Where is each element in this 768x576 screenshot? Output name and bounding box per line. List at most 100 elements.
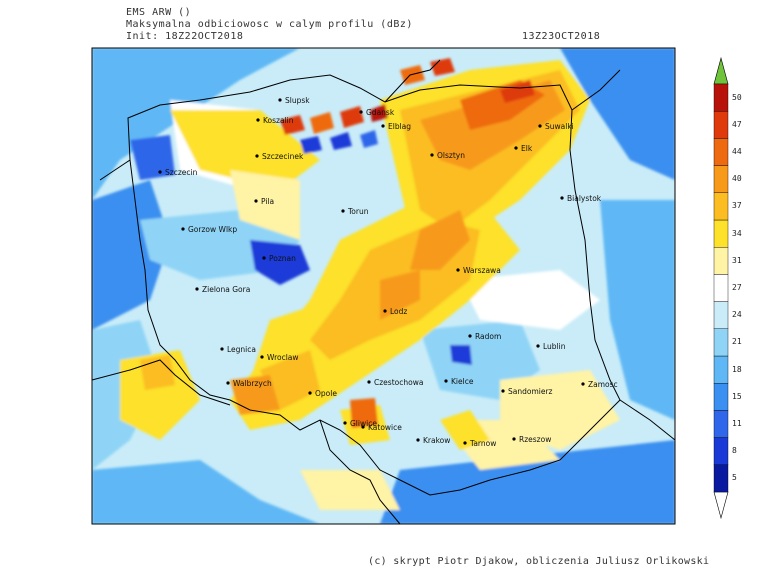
city-label: Wroclaw [267,353,299,362]
colorbar-segment [713,355,729,384]
city-dot [501,389,505,393]
city-dot [278,98,282,102]
city-label: Szczecin [165,168,198,177]
init-time: Init: 18Z22OCT2018 [126,31,244,42]
city-dot [444,379,448,383]
colorbar [713,56,729,520]
colorbar-segment [713,437,729,466]
colorbar-segment [713,110,729,139]
czech-border-west [91,359,231,406]
colorbar-tick-label: 8 [732,446,737,456]
colorbar-tick-label: 31 [732,255,742,265]
colorbar-tick-label: 34 [732,228,742,238]
city-label: Legnica [227,345,256,354]
colorbar-top-triangle [713,56,729,85]
colorbar-segment [713,83,729,112]
city-dot [220,347,224,351]
colorbar-segment [713,219,729,248]
city-label: Krakow [423,436,450,445]
city-dot [536,344,540,348]
city-dot [560,196,564,200]
city-dot [158,170,162,174]
city-label: Radom [475,332,501,341]
colorbar-tick-label: 40 [732,174,742,184]
valid-time: 13Z23OCT2018 [522,31,601,42]
credit-line: (c) skrypt Piotr Djakow, obliczenia Juli… [368,556,710,567]
city-dot [381,124,385,128]
city-label: Czestochowa [374,378,423,387]
city-dot [456,268,460,272]
model-label: EMS ARW () [126,7,192,18]
city-label: Elblag [388,122,411,131]
city-label: Olsztyn [437,151,465,160]
colorbar-tick-label: 47 [732,119,742,129]
city-label: Sandomierz [508,387,553,396]
city-label: Koszalin [263,116,294,125]
city-label: Poznan [269,254,296,263]
colorbar-tick-label: 15 [732,391,742,401]
city-label: Bialystok [567,194,602,203]
city-dot [343,421,347,425]
colorbar-tick-label: 27 [732,283,742,292]
city-dot [514,146,518,150]
ukraine-border [619,399,676,441]
german-border [99,159,131,181]
colorbar-tick-label: 21 [732,337,742,347]
colorbar-segment [713,192,729,221]
city-dot [254,199,258,203]
colorbar-segment [713,246,729,275]
city-dot [430,153,434,157]
city-dot [468,334,472,338]
city-dot [226,381,230,385]
city-label: Walbrzych [233,379,272,388]
colorbar-segment [713,274,729,302]
city-label: Suwalki [545,122,574,131]
colorbar-tick-label: 11 [732,419,742,428]
colorbar-segment [713,410,729,438]
city-dot [262,256,266,260]
city-dot [512,437,516,441]
city-dot [195,287,199,291]
city-label: Zamosc [588,380,618,389]
reflectivity-field [92,48,675,524]
city-label: Lodz [390,307,407,316]
city-label: Pila [261,197,274,206]
city-dot [308,391,312,395]
colorbar-tick-label: 24 [732,310,742,320]
colorbar-segment [713,464,729,493]
city-label: Zielona Gora [202,285,250,294]
poland-border [127,74,621,496]
city-dot [359,110,363,114]
map-title: Maksymalna odbiciowosc w calym profilu (… [126,19,413,30]
city-label: Gliwice [350,419,377,428]
colorbar-tick-label: 50 [732,92,742,102]
city-dot [383,309,387,313]
city-label: Gorzow Wlkp [188,225,237,234]
colorbar-segment [713,383,729,411]
colorbar-segment [713,328,729,357]
city-label: Tarnow [469,439,496,448]
city-dot [361,425,365,429]
colorbar-segment [713,165,729,194]
city-label: Elk [521,144,533,153]
city-dot [260,355,264,359]
city-label: Lublin [543,342,566,351]
borders [91,59,676,525]
city-label: Opole [315,389,337,398]
lithuania-border [571,69,621,111]
city-label: Slupsk [285,96,310,105]
city-label: Gdansk [366,108,395,117]
slovak-border [319,419,401,525]
colorbar-tick-label: 18 [732,364,742,374]
colorbar-tick-label: 37 [732,201,742,211]
city-markers: Slupsk Koszalin Gdansk Elblag Suwalki Olsztyn… [158,96,618,448]
city-dot [463,441,467,445]
city-dot [367,380,371,384]
colorbar-bottom-triangle [713,491,729,520]
colorbar-segment [713,301,729,330]
colorbar-tick-label: 5 [732,473,737,483]
vistula-spit [384,59,441,103]
city-dot [341,209,345,213]
colorbar-tick-label: 44 [732,147,742,156]
